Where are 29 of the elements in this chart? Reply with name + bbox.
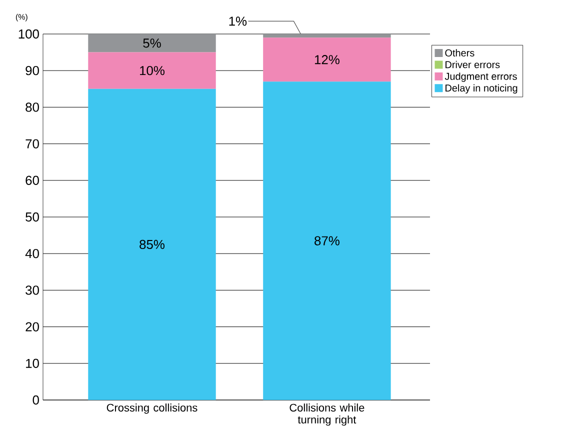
legend-label: Delay in noticing	[446, 84, 518, 94]
bar	[88, 88, 216, 400]
legend-label: Driver errors	[446, 60, 500, 68]
x-tick-label: Collisions while turning right	[290, 404, 364, 426]
bar	[263, 34, 391, 38]
y-tick-label: 0	[32, 395, 39, 405]
y-tick-label: 60	[26, 176, 39, 185]
data-label: 12%	[314, 55, 340, 64]
y-tick-label: 80	[26, 102, 39, 112]
data-label: 1%	[229, 16, 247, 26]
y-tick-label: 100	[18, 29, 39, 39]
y-tick-label: 50	[26, 212, 39, 222]
data-label: 87%	[314, 236, 340, 246]
data-label: 10%	[140, 66, 164, 76]
x-tick-label: Crossing collisions	[106, 404, 198, 414]
y-tick-label: 30	[26, 286, 39, 295]
y-tick-label: 70	[26, 139, 39, 148]
bar	[88, 34, 216, 52]
bar	[263, 38, 391, 82]
bar	[88, 52, 216, 89]
y-tick-label: 90	[26, 66, 39, 76]
y-tick-label: 10	[26, 358, 39, 368]
legend-label: Judgment errors	[444, 72, 517, 82]
data-label: 85%	[140, 240, 164, 250]
data-label: 5%	[143, 38, 161, 48]
bar	[263, 82, 391, 400]
y-tick-label: 40	[25, 249, 39, 258]
y-tick-label: 20	[26, 322, 39, 332]
legend-label: Others	[445, 49, 474, 56]
